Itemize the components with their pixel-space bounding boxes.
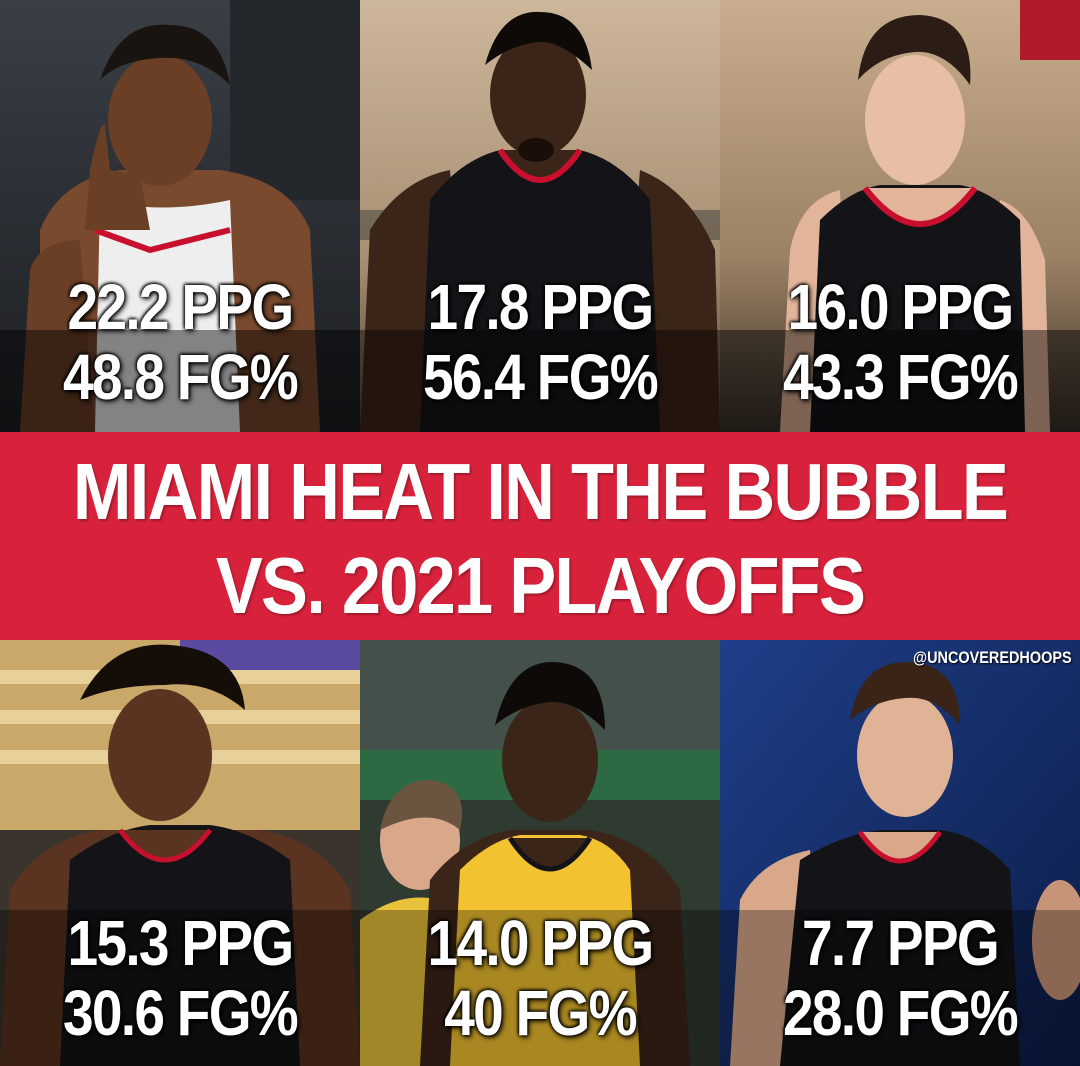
stat-fg-pct: 40 FG% xyxy=(444,977,637,1049)
player-photo xyxy=(360,0,720,432)
stat-ppg: 14.0 PPG xyxy=(427,907,655,979)
stat-ppg: 7.7 PPG xyxy=(802,907,1000,979)
title-banner: MIAMI HEAT IN THE BUBBLE VS. 2021 PLAYOF… xyxy=(0,432,1080,640)
title-line-2: VS. 2021 PLAYOFFS xyxy=(215,541,866,630)
bubble-player-panel-3: 16.0 PPG 43.3 FG% xyxy=(720,0,1080,432)
stat-fg-pct: 30.6 FG% xyxy=(62,977,299,1049)
playoffs-player-panel-1: 15.3 PPG 30.6 FG% xyxy=(0,640,360,1066)
stat-ppg: 22.2 PPG xyxy=(67,271,295,343)
bubble-player-panel-1: 22.2 PPG 48.8 FG% xyxy=(0,0,360,432)
player-photo xyxy=(720,0,1080,432)
bubble-player-panel-2: 17.8 PPG 56.4 FG% xyxy=(360,0,720,432)
stat-ppg: 17.8 PPG xyxy=(427,271,655,343)
player-photo xyxy=(360,640,720,1066)
stat-ppg: 16.0 PPG xyxy=(787,271,1015,343)
player-photo xyxy=(0,640,360,1066)
player-photo xyxy=(0,0,360,432)
playoffs-player-panel-2: 14.0 PPG 40 FG% xyxy=(360,640,720,1066)
player-photo xyxy=(720,640,1080,1066)
stat-fg-pct: 48.8 FG% xyxy=(62,341,299,413)
stat-fg-pct: 43.3 FG% xyxy=(782,341,1019,413)
stat-fg-pct: 56.4 FG% xyxy=(422,341,659,413)
playoffs-player-panel-3: 7.7 PPG 28.0 FG% xyxy=(720,640,1080,1066)
title-line-1: MIAMI HEAT IN THE BUBBLE xyxy=(72,447,1009,536)
stat-fg-pct: 28.0 FG% xyxy=(782,977,1019,1049)
social-handle: @UNCOVEREDHOOPS xyxy=(913,648,1072,667)
stat-ppg: 15.3 PPG xyxy=(67,907,295,979)
